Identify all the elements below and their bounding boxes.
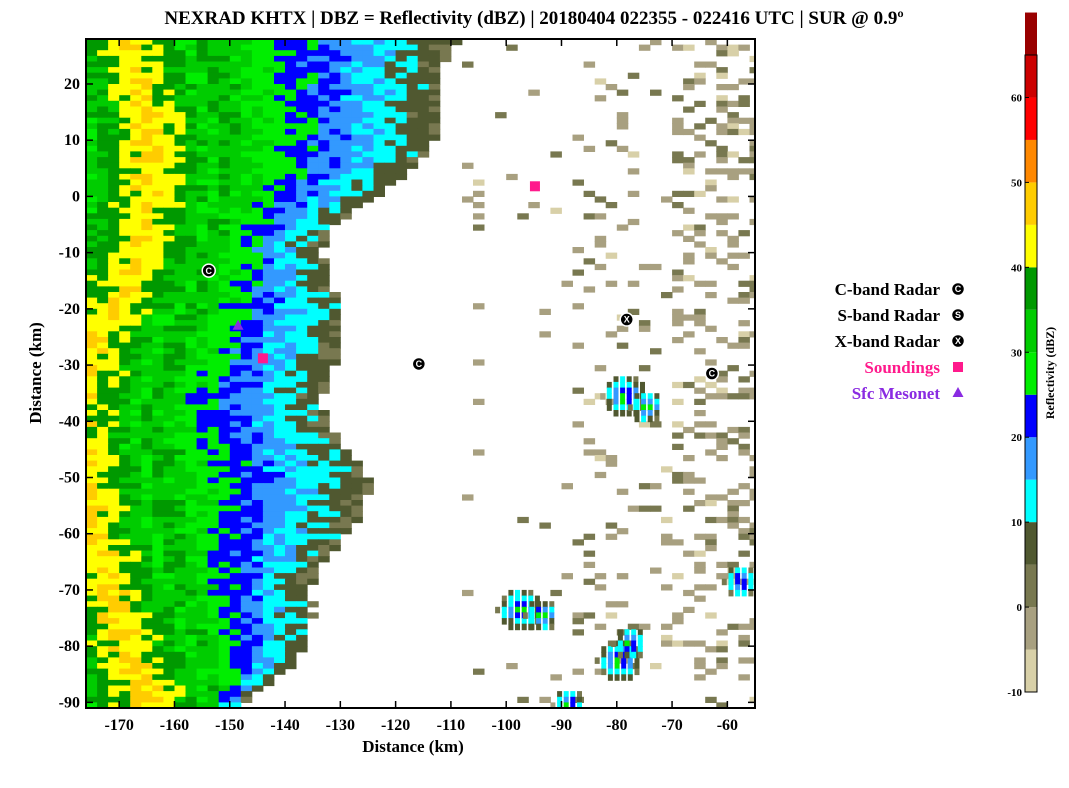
y-tick-label: -10 xyxy=(59,245,80,262)
colorbar-segment xyxy=(1025,437,1037,480)
colorbar: 60 50 40 30 20 10 0 -10 xyxy=(1007,12,1038,699)
x-tick-label: -90 xyxy=(551,717,572,734)
marker-disc xyxy=(950,333,966,349)
x-tick-label: -130 xyxy=(326,717,355,734)
marker-disc xyxy=(950,281,966,297)
colorbar-segment xyxy=(1025,564,1037,608)
colorbar-segment xyxy=(1025,607,1037,650)
colorbar-segment xyxy=(1025,224,1037,268)
legend-label: Sfc Mesonet xyxy=(852,384,941,403)
instrument-markers: C C C X xyxy=(201,181,720,381)
soundings-marker xyxy=(257,353,268,364)
x-tick-label: -170 xyxy=(105,717,134,734)
colorbar-tick-label: 0 xyxy=(1017,602,1023,614)
colorbar-segment xyxy=(1025,267,1037,310)
colorbar-segment xyxy=(1025,55,1037,98)
x-tick-label: -120 xyxy=(381,717,410,734)
legend-symbol xyxy=(952,387,964,397)
y-axis-label: Distance (km) xyxy=(26,322,45,424)
marker-letter: X xyxy=(624,315,630,325)
c-band-radar-marker: C xyxy=(704,366,720,381)
x-tick-label: -70 xyxy=(661,717,682,734)
x-tick-label: -110 xyxy=(437,717,465,734)
colorbar-label: Reflectivity (dBZ) xyxy=(1043,327,1057,419)
sfc-mesonet-marker xyxy=(232,319,244,330)
marker-letter: C xyxy=(416,359,423,369)
colorbar-segment xyxy=(1025,394,1037,438)
y-tick-label: -30 xyxy=(59,357,80,374)
marker-disc xyxy=(950,307,966,323)
x-tick-label: -60 xyxy=(717,717,738,734)
colorbar-segment xyxy=(1025,97,1037,140)
marker-disc xyxy=(201,263,216,278)
colorbar-segment xyxy=(1025,182,1037,225)
colorbar-segment xyxy=(1025,479,1037,523)
colorbar-segment xyxy=(1025,309,1037,353)
y-tick-label: -80 xyxy=(59,638,80,655)
y-tick-label: -70 xyxy=(59,582,80,599)
colorbar-tick-label: 10 xyxy=(1011,517,1023,529)
colorbar-tick-label: 60 xyxy=(1011,92,1023,104)
legend-symbol: C xyxy=(950,281,966,297)
x-tick-label: -150 xyxy=(215,717,244,734)
x-axis: -170 -160 -150 -140 -130 -120 -110 -100 -90 -80 -7… xyxy=(105,39,738,734)
marker-disc xyxy=(619,312,634,327)
marker-disc xyxy=(411,356,427,372)
marker-letter: X xyxy=(955,336,961,346)
marker-letter: C xyxy=(709,369,716,379)
x-band-radar-marker: X xyxy=(619,312,634,327)
legend-symbol: X xyxy=(950,333,966,349)
x-axis-label: Distance (km) xyxy=(362,737,464,756)
y-tick-label: 20 xyxy=(64,76,80,93)
c-band-radar-marker: C xyxy=(411,356,427,372)
legend-label: X-band Radar xyxy=(835,332,941,351)
reflectivity-field xyxy=(86,39,755,708)
c-band-radar-marker: C xyxy=(201,263,216,278)
y-tick-label: -90 xyxy=(59,694,80,711)
colorbar-tick-label: 30 xyxy=(1011,347,1023,359)
colorbar-segment xyxy=(1025,139,1037,183)
chart-title: NEXRAD KHTX | DBZ = Reflectivity (dBZ) |… xyxy=(164,8,903,29)
colorbar-segment xyxy=(1025,352,1037,395)
legend-symbol xyxy=(953,362,963,372)
marker-disc xyxy=(704,366,720,381)
colorbar-segment xyxy=(1025,12,1037,55)
marker-letter: C xyxy=(205,266,212,276)
y-tick-label: -60 xyxy=(59,526,80,543)
colorbar-segment xyxy=(1025,649,1037,692)
colorbar-segment xyxy=(1025,522,1037,565)
colorbar-tick-label: 40 xyxy=(1011,262,1023,274)
legend-label: S-band Radar xyxy=(837,306,940,325)
legend-symbol: S xyxy=(950,307,966,323)
plot-frame xyxy=(85,38,756,709)
y-tick-label: -40 xyxy=(59,413,80,430)
colorbar-tick-label: -10 xyxy=(1007,687,1022,699)
legend-label: Soundings xyxy=(864,358,940,377)
y-tick-label: 10 xyxy=(64,132,80,149)
colorbar-frame xyxy=(1024,54,1038,693)
x-tick-label: -160 xyxy=(160,717,189,734)
marker-letter: C xyxy=(955,284,962,294)
legend-label: C-band Radar xyxy=(835,280,941,299)
y-tick-label: -50 xyxy=(59,470,80,487)
y-axis: 20 10 0 -10 -20 -30 -40 -50 -60 -70 -80 -90 xyxy=(59,76,755,711)
soundings-marker xyxy=(529,181,540,192)
colorbar-tick-label: 20 xyxy=(1011,432,1023,444)
legend: C-band Radar C S-band Radar S X-band Radar X S… xyxy=(835,280,966,403)
x-tick-label: -80 xyxy=(606,717,627,734)
x-tick-label: -100 xyxy=(492,717,521,734)
y-tick-label: -20 xyxy=(59,301,80,318)
colorbar-tick-label: 50 xyxy=(1011,177,1023,189)
y-tick-label: 0 xyxy=(72,188,80,205)
marker-letter: S xyxy=(955,310,961,320)
x-tick-label: -140 xyxy=(270,717,299,734)
